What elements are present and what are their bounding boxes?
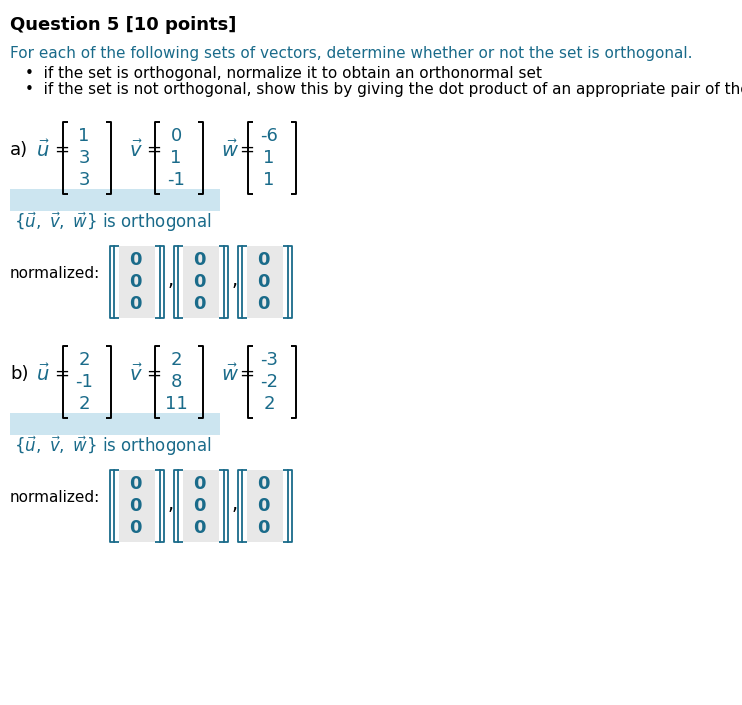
Text: -6: -6 — [260, 127, 278, 145]
Text: 0: 0 — [257, 273, 269, 291]
Bar — [183, 470, 219, 542]
Text: 0: 0 — [257, 295, 269, 313]
Text: -1: -1 — [167, 171, 185, 189]
Text: •  if the set is orthogonal, normalize it to obtain an orthonormal set: • if the set is orthogonal, normalize it… — [25, 66, 542, 81]
Text: 0: 0 — [193, 497, 206, 515]
Text: 0: 0 — [193, 273, 206, 291]
Text: For each of the following sets of vectors, determine whether or not the set is o: For each of the following sets of vector… — [10, 46, 692, 61]
Text: =: = — [54, 365, 69, 383]
Text: $\vec{w}$: $\vec{w}$ — [221, 140, 239, 161]
Text: -2: -2 — [260, 373, 278, 391]
Text: normalized:: normalized: — [10, 266, 100, 281]
Text: ,: , — [232, 494, 238, 513]
Text: 0: 0 — [257, 519, 269, 537]
Text: =: = — [54, 141, 69, 159]
Text: 0: 0 — [171, 127, 182, 145]
Text: 8: 8 — [171, 373, 182, 391]
Text: 2: 2 — [263, 395, 275, 413]
Text: ,: , — [168, 494, 174, 513]
Text: =: = — [239, 141, 254, 159]
Text: 0: 0 — [257, 497, 269, 515]
Text: ,: , — [232, 271, 238, 290]
Text: -3: -3 — [260, 351, 278, 369]
Text: 1: 1 — [171, 149, 182, 167]
Text: 0: 0 — [193, 519, 206, 537]
Text: 0: 0 — [129, 251, 141, 269]
Bar — [183, 246, 219, 318]
Text: $\vec{w}$: $\vec{w}$ — [221, 363, 239, 385]
Bar — [119, 470, 155, 542]
Text: 1: 1 — [79, 127, 90, 145]
Text: a): a) — [10, 141, 28, 159]
Text: =: = — [146, 141, 161, 159]
Bar — [10, 413, 220, 435]
Text: 0: 0 — [193, 251, 206, 269]
Text: 3: 3 — [78, 149, 90, 167]
Text: •  if the set is not orthogonal, show this by giving the dot product of an appro: • if the set is not orthogonal, show thi… — [25, 82, 742, 97]
Text: 11: 11 — [165, 395, 188, 413]
Text: 1: 1 — [263, 171, 275, 189]
Text: Question 5 [10 points]: Question 5 [10 points] — [10, 16, 237, 34]
Text: $\{\vec{u},\ \vec{v},\ \vec{w}\}$ is orthogonal: $\{\vec{u},\ \vec{v},\ \vec{w}\}$ is ort… — [14, 434, 211, 458]
Text: $\vec{u}$: $\vec{u}$ — [36, 363, 50, 385]
Text: 0: 0 — [257, 475, 269, 493]
Text: 3: 3 — [78, 171, 90, 189]
Bar — [119, 246, 155, 318]
Text: $\{\vec{u},\ \vec{v},\ \vec{w}\}$ is orthogonal: $\{\vec{u},\ \vec{v},\ \vec{w}\}$ is ort… — [14, 210, 211, 234]
Text: =: = — [146, 365, 161, 383]
Bar — [247, 246, 283, 318]
Text: 2: 2 — [78, 395, 90, 413]
Text: 0: 0 — [129, 295, 141, 313]
Text: 0: 0 — [193, 295, 206, 313]
Text: b): b) — [10, 365, 28, 383]
Text: 0: 0 — [257, 251, 269, 269]
Text: =: = — [239, 365, 254, 383]
Text: 0: 0 — [129, 273, 141, 291]
Text: 2: 2 — [78, 351, 90, 369]
Text: normalized:: normalized: — [10, 491, 100, 505]
Text: 0: 0 — [193, 475, 206, 493]
Text: 2: 2 — [170, 351, 182, 369]
Text: ,: , — [168, 271, 174, 290]
Text: 0: 0 — [129, 475, 141, 493]
Text: -1: -1 — [75, 373, 93, 391]
Bar — [10, 189, 220, 211]
Text: $\vec{u}$: $\vec{u}$ — [36, 140, 50, 161]
Text: $\vec{v}$: $\vec{v}$ — [129, 140, 142, 161]
Text: 0: 0 — [129, 497, 141, 515]
Text: $\vec{v}$: $\vec{v}$ — [129, 363, 142, 385]
Bar — [247, 470, 283, 542]
Text: 1: 1 — [263, 149, 275, 167]
Text: 0: 0 — [129, 519, 141, 537]
